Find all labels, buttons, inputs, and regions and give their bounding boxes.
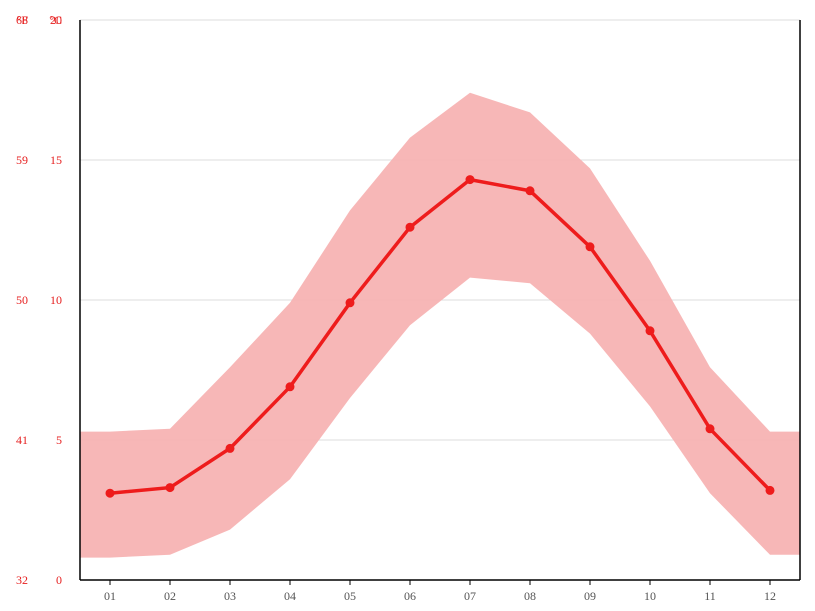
mean-point [406, 223, 414, 231]
mean-point [286, 383, 294, 391]
mean-point [526, 187, 534, 195]
mean-point [226, 444, 234, 452]
xlabel: 04 [284, 589, 296, 603]
xlabel: 01 [104, 589, 116, 603]
ytick-c: 5 [56, 433, 62, 447]
chart-svg: °F°C032541105015592068010203040506070809… [0, 0, 815, 611]
ytick-c: 15 [50, 153, 62, 167]
mean-point [346, 299, 354, 307]
mean-point [166, 484, 174, 492]
ytick-f: 68 [16, 13, 28, 27]
mean-point [646, 327, 654, 335]
xlabel: 11 [704, 589, 716, 603]
xlabel: 03 [224, 589, 236, 603]
xlabel: 06 [404, 589, 416, 603]
ytick-f: 59 [16, 153, 28, 167]
ytick-c: 20 [50, 13, 62, 27]
xlabel: 07 [464, 589, 476, 603]
xlabel: 08 [524, 589, 536, 603]
mean-point [106, 489, 114, 497]
mean-point [766, 486, 774, 494]
xlabel: 02 [164, 589, 176, 603]
xlabel: 05 [344, 589, 356, 603]
mean-point [586, 243, 594, 251]
ytick-c: 10 [50, 293, 62, 307]
temperature-chart: °F°C032541105015592068010203040506070809… [0, 0, 815, 611]
xlabel: 10 [644, 589, 656, 603]
ytick-f: 41 [16, 433, 28, 447]
mean-point [706, 425, 714, 433]
ytick-f: 50 [16, 293, 28, 307]
xlabel: 12 [764, 589, 776, 603]
xlabel: 09 [584, 589, 596, 603]
ytick-c: 0 [56, 573, 62, 587]
temperature-band [80, 93, 800, 558]
mean-point [466, 176, 474, 184]
ytick-f: 32 [16, 573, 28, 587]
